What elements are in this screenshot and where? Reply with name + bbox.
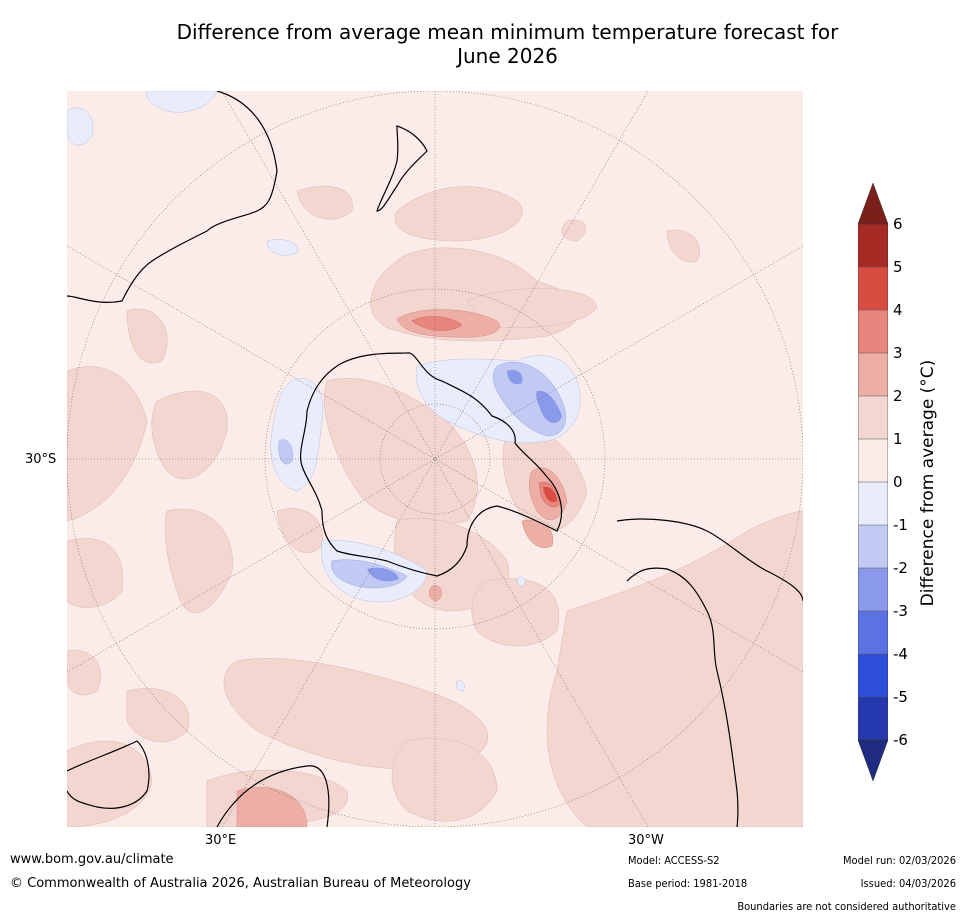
colorbar-tick: 3 <box>893 344 903 362</box>
anomaly-4-to-5 <box>543 486 557 503</box>
title-line-2: June 2026 <box>457 44 558 68</box>
map-panel <box>67 91 803 827</box>
anomaly-1-to-2 <box>67 185 803 827</box>
australia-coast <box>67 91 278 303</box>
graticule <box>67 91 803 827</box>
colorbar-1-to-2 <box>858 396 888 439</box>
base-period-text: Base period: 1981-2018 <box>628 877 748 890</box>
colorbar-extend-high <box>858 183 888 225</box>
colorbar-tick: -3 <box>893 602 908 620</box>
colorbar-2-to-3 <box>858 353 888 396</box>
anomaly-minus3-to-minus2 <box>367 369 562 582</box>
model-text: Model: ACCESS-S2 <box>628 854 720 867</box>
issued-text: Issued: 04/03/2026 <box>860 877 956 890</box>
south-america-coast <box>616 518 803 827</box>
colorbar-4-to-5 <box>858 267 888 310</box>
colorbar-minus3-to-minus2 <box>858 568 888 611</box>
lat-label-30s: 30°S <box>25 452 57 467</box>
map-svg <box>67 91 803 827</box>
colorbar-dividers <box>858 266 888 698</box>
colorbar-minus6-to-minus5 <box>858 697 888 740</box>
copyright-text: © Commonwealth of Australia 2026, Austra… <box>10 876 471 891</box>
colorbar-tick: -1 <box>893 516 908 534</box>
colorbar-tick: -6 <box>893 731 908 749</box>
colorbar-minus4-to-minus3 <box>858 611 888 654</box>
colorbar-minus2-to-minus1 <box>858 525 888 568</box>
website-link[interactable]: www.bom.gov.au/climate <box>10 852 174 867</box>
colorbar-5-to-6 <box>858 224 888 267</box>
colorbar-tick: 1 <box>893 430 903 448</box>
colorbar <box>858 183 888 781</box>
africa-coast <box>67 740 330 827</box>
colorbar-tick: -4 <box>893 645 908 663</box>
model-run-text: Model run: 02/03/2026 <box>843 854 956 867</box>
title-line-1: Difference from average mean minimum tem… <box>176 20 839 44</box>
coastlines <box>67 91 803 827</box>
disclaimer-text: Boundaries are not considered authoritat… <box>737 900 956 913</box>
colorbar-tick: 5 <box>893 258 903 276</box>
colorbar-0-to-1 <box>858 439 888 482</box>
colorbar-label: Difference from average (°C) <box>918 359 938 607</box>
antarctica-coast <box>300 352 562 577</box>
colorbar-minus1-to-0 <box>858 482 888 525</box>
colorbar-tick: 6 <box>893 215 903 233</box>
new-zealand-north <box>376 125 428 212</box>
colorbar-tick: 4 <box>893 301 903 319</box>
lon-label-30w: 30°W <box>628 833 664 848</box>
colorbar-outline <box>858 223 888 741</box>
colorbar-extend-low <box>858 739 888 781</box>
colorbar-minus5-to-minus4 <box>858 654 888 697</box>
chart-title: Difference from average mean minimum tem… <box>60 20 955 68</box>
colorbar-tick: 0 <box>893 473 903 491</box>
colorbar-3-to-4 <box>858 310 888 353</box>
colorbar-tick: 2 <box>893 387 903 405</box>
lon-label-30e: 30°E <box>205 833 237 848</box>
colorbar-tick: -2 <box>893 559 908 577</box>
colorbar-tick: -5 <box>893 688 908 706</box>
